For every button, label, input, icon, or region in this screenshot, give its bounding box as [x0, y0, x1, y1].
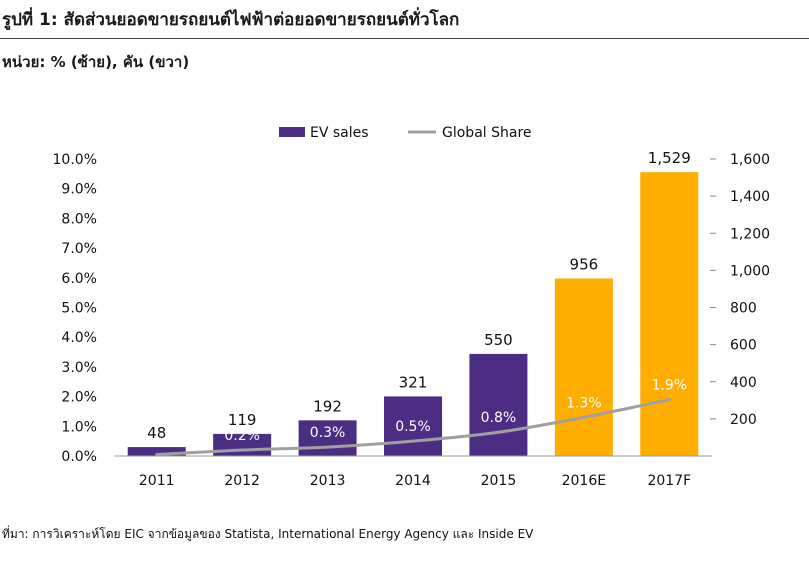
left-axis-tick-label: 5.0%	[61, 301, 97, 317]
x-axis: 2011 2012 2013 2014 2015 2016E 2017F	[114, 455, 712, 489]
bar-series	[127, 172, 699, 456]
ev-sales-bar	[298, 420, 357, 456]
left-axis: 0.0% 1.0% 2.0% 3.0% 4.0% 5.0% 6.0% 7.0% 8.0% 9.0%…	[53, 152, 97, 465]
left-axis-tick-label: 6.0%	[61, 271, 97, 287]
share-value-label: 0.2%	[224, 428, 260, 444]
right-axis-tick-label: 800	[730, 301, 757, 317]
bar-value-label: 192	[313, 397, 342, 415]
bar-value-labels: 48 119 192 321 550 956 1,529	[147, 149, 691, 442]
right-axis-tick-label: 1,600	[730, 152, 770, 168]
forecast-bar	[554, 278, 613, 456]
x-axis-tick-label: 2017F	[647, 473, 691, 489]
left-axis-tick-label: 8.0%	[61, 211, 97, 227]
right-axis-tick-label: 600	[730, 338, 757, 354]
bar-value-label: 956	[570, 256, 599, 274]
left-axis-tick-label: 0.0%	[61, 449, 97, 465]
title-divider	[0, 38, 809, 39]
share-value-label: 1.3%	[566, 395, 602, 411]
ev-sales-bar	[384, 396, 442, 456]
legend-label-ev-sales: EV sales	[310, 125, 369, 141]
left-axis-tick-label: 4.0%	[61, 330, 97, 346]
share-value-label: 0.5%	[395, 419, 431, 435]
left-axis-tick-label: 2.0%	[61, 390, 97, 406]
x-axis-tick-label: 2012	[224, 473, 260, 489]
figure-subtitle: หน่วย: % (ซ้าย), คัน (ขวา)	[2, 53, 190, 71]
forecast-bar	[640, 172, 699, 456]
bar-value-label: 321	[399, 373, 428, 391]
left-axis-tick-label: 3.0%	[61, 360, 97, 376]
x-axis-tick-label: 2016E	[562, 473, 606, 489]
left-axis-tick-label: 7.0%	[61, 241, 97, 257]
share-value-labels: 0.2% 0.3% 0.5% 0.8% 1.3% 1.9%	[224, 378, 687, 444]
ev-sales-bar	[127, 447, 186, 456]
bar-value-label: 48	[147, 424, 166, 442]
x-axis-tick-label: 2011	[139, 473, 175, 489]
right-axis-tick-label: 400	[730, 375, 757, 391]
share-value-label: 0.3%	[310, 425, 346, 441]
legend: EV sales Global Share	[279, 125, 532, 141]
left-axis-tick-label: 1.0%	[61, 419, 97, 435]
x-axis-tick-label: 2015	[481, 473, 517, 489]
x-axis-tick-label: 2013	[310, 473, 346, 489]
bar-value-label: 550	[484, 331, 513, 349]
share-value-label: 1.9%	[651, 378, 687, 394]
figure-source: ที่มา: การวิเคราะห์โดย EIC จากข้อมูลของ …	[2, 527, 534, 541]
right-axis-tick-label: 200	[730, 412, 757, 428]
right-axis: 200 400 600 800 1,000 1,200 1,400 1,600	[710, 152, 770, 428]
ev-sales-bar	[469, 353, 528, 456]
right-axis-tick-label: 1,400	[730, 189, 770, 205]
right-axis-tick-label: 1,200	[730, 226, 770, 242]
x-axis-tick-label: 2014	[395, 473, 431, 489]
share-line-series	[155, 398, 671, 457]
global-share-line	[155, 398, 671, 457]
legend-label-global-share: Global Share	[442, 125, 532, 141]
left-axis-tick-label: 9.0%	[61, 182, 97, 198]
bar-value-label: 119	[228, 411, 257, 429]
bar-value-label: 1,529	[648, 149, 691, 167]
figure-title: รูปที่ 1: สัดส่วนยอดขายรถยนต์ไฟฟ้าต่อยอด…	[2, 10, 460, 30]
right-axis-tick-label: 1,000	[730, 263, 770, 279]
share-value-label: 0.8%	[481, 410, 517, 426]
legend-swatch-ev-sales	[279, 127, 305, 137]
left-axis-tick-label: 10.0%	[53, 152, 97, 168]
